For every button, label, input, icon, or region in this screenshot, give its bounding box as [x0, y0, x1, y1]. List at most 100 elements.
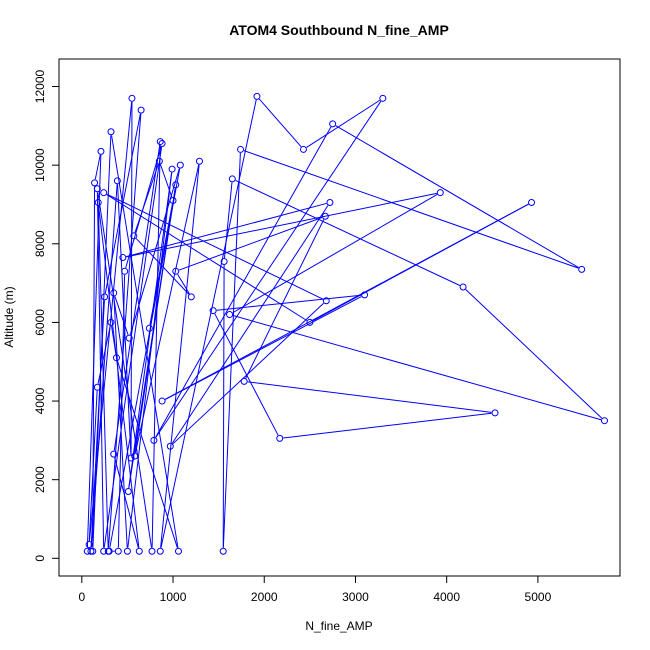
series-line-segment: [134, 188, 176, 453]
series-line-segment: [178, 217, 323, 271]
data-point: [600, 417, 608, 425]
data-point: [110, 450, 118, 458]
data-point: [113, 177, 121, 185]
series-line-segment: [222, 153, 241, 548]
series-line-segment: [134, 164, 200, 453]
data-point: [195, 157, 203, 165]
series-line-segment: [98, 206, 140, 548]
series-line-segment: [126, 192, 437, 258]
data-point: [174, 547, 182, 555]
data-point: [145, 324, 153, 332]
series-layer: [83, 92, 608, 555]
series-line-segment: [88, 390, 98, 541]
data-point: [85, 541, 93, 549]
data-point: [172, 181, 180, 189]
series-line-segment: [106, 193, 324, 300]
data-point: [123, 547, 131, 555]
series-line-segment: [171, 205, 329, 444]
data-point: [436, 189, 444, 197]
x-tick-label: 3000: [342, 590, 369, 604]
series-line-segment: [114, 296, 129, 335]
series-line-segment: [223, 182, 233, 258]
data-point: [89, 547, 97, 555]
data-point: [83, 547, 91, 555]
data-point: [135, 547, 143, 555]
x-tick-label: 2000: [251, 590, 278, 604]
data-point: [91, 179, 99, 187]
series-line-segment: [113, 296, 128, 548]
data-point: [121, 267, 129, 275]
data-point: [93, 383, 101, 391]
data-point: [130, 232, 138, 240]
series-line-segment: [134, 164, 159, 233]
data-point: [326, 199, 334, 207]
series-line-segment: [151, 145, 161, 548]
data-point: [219, 547, 227, 555]
data-point: [100, 189, 108, 197]
series-line-segment: [155, 101, 382, 438]
series-line-segment: [108, 113, 142, 548]
data-point: [220, 257, 228, 265]
data-point: [491, 409, 499, 417]
data-point: [379, 94, 387, 102]
x-tick-label: 1000: [160, 590, 187, 604]
data-point: [156, 138, 164, 146]
data-point: [528, 199, 536, 207]
data-point: [128, 94, 136, 102]
data-point: [361, 291, 369, 299]
series-line-segment: [106, 194, 308, 321]
data-point: [105, 547, 113, 555]
series-line-segment: [94, 154, 101, 180]
data-point: [176, 161, 184, 169]
series-line-segment: [216, 294, 362, 311]
data-point: [148, 547, 156, 555]
y-tick-label: 10000: [33, 148, 47, 182]
data-point: [322, 297, 330, 305]
y-axis-label: Altitude (m): [2, 286, 16, 347]
data-point: [459, 283, 467, 291]
x-tick-label: 0: [78, 590, 85, 604]
series-line-segment: [128, 172, 173, 488]
data-point: [187, 293, 195, 301]
series-line-segment: [160, 164, 200, 548]
series-line-segment: [114, 457, 139, 548]
series-line-segment: [306, 99, 381, 148]
series-line-segment: [160, 164, 173, 198]
data-point: [119, 254, 127, 262]
data-point: [299, 145, 307, 153]
data-point: [125, 334, 133, 342]
data-point: [131, 452, 139, 460]
data-point: [168, 165, 176, 173]
series-line-segment: [97, 192, 153, 548]
data-point: [124, 487, 132, 495]
series-line-segment: [232, 315, 602, 421]
data-point: [329, 120, 337, 128]
series-line-segment: [465, 289, 603, 419]
data-point: [94, 199, 102, 207]
chart-title: ATOM4 Southbound N_fine_AMP: [229, 22, 449, 38]
series-line-segment: [130, 101, 133, 455]
series-line-segment: [177, 274, 190, 295]
x-tick-label: 5000: [525, 590, 552, 604]
data-point: [87, 547, 95, 555]
series-line-segment: [96, 192, 105, 548]
data-point: [253, 92, 261, 100]
data-point: [97, 147, 105, 155]
data-point: [578, 265, 586, 273]
data-point: [101, 293, 109, 301]
y-tick-label: 8000: [33, 230, 47, 257]
data-point: [155, 157, 163, 165]
series-line-segment: [165, 203, 529, 400]
y-axis: 0 2000 4000 6000 8000 10000 12000: [33, 70, 60, 562]
data-point: [107, 318, 115, 326]
series-line-segment: [165, 296, 362, 400]
x-tick-label: 4000: [433, 590, 460, 604]
data-point: [158, 140, 166, 148]
data-point: [137, 106, 145, 114]
series-line-segment: [232, 194, 438, 314]
series-line-segment: [103, 147, 163, 548]
series-line-segment: [127, 172, 173, 548]
y-tick-label: 2000: [33, 466, 47, 493]
